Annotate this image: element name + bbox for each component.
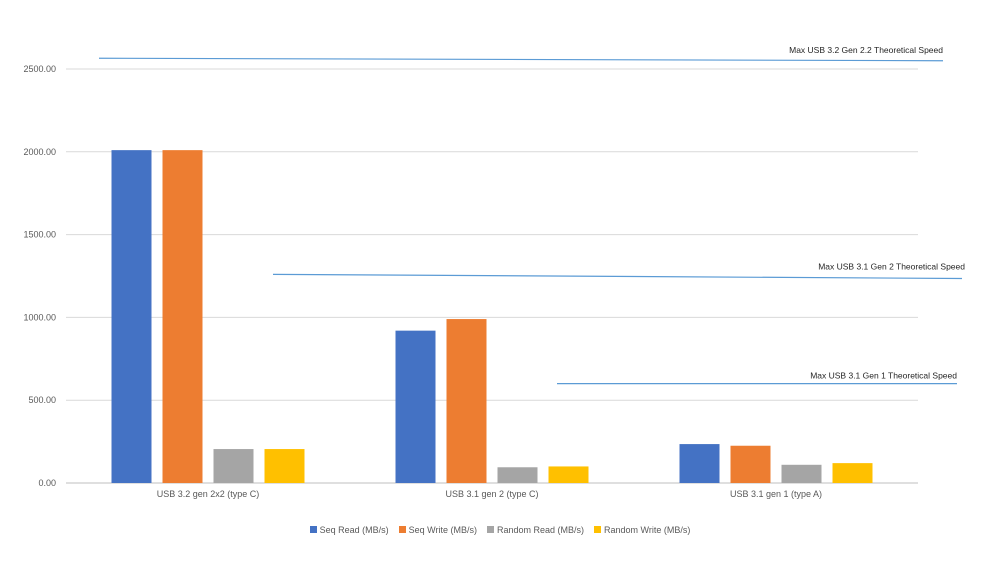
bar: [264, 449, 305, 483]
legend-swatch: [486, 525, 494, 533]
legend-label: Seq Read (MB/s): [319, 524, 389, 535]
bar: [730, 445, 771, 483]
reference-line: [272, 273, 963, 280]
legend-item: Seq Read (MB/s): [309, 524, 389, 535]
y-axis-ticks: 0.00 500.00 1000.00 1500.00 2000.00 2500.00: [23, 64, 56, 488]
bar: [497, 467, 538, 483]
legend-label: Seq Write (MB/s): [408, 524, 477, 535]
x-category-label: USB 3.1 gen 1 (type A): [730, 489, 822, 499]
x-category-label: USB 3.2 gen 2x2 (type C): [157, 489, 260, 499]
y-tick-label: 1000.00: [23, 312, 56, 322]
reference-lines: Max USB 3.2 Gen 2.2 Theoretical Speed Max…: [98, 45, 965, 385]
reference-line-label: Max USB 3.1 Gen 2 Theoretical Speed: [818, 261, 965, 271]
legend-swatch: [594, 525, 602, 533]
y-tick-label: 0.00: [38, 478, 56, 488]
x-category-label: USB 3.1 gen 2 (type C): [445, 489, 538, 499]
chart-legend: Seq Read (MB/s) Seq Write (MB/s) Random Re…: [0, 524, 1000, 535]
gridlines: [66, 68, 918, 484]
bars: [111, 150, 873, 484]
legend-label: Random Write (MB/s): [604, 524, 691, 535]
y-tick-label: 1500.00: [23, 230, 56, 240]
y-tick-label: 2500.00: [23, 64, 56, 74]
bar: [213, 449, 254, 483]
legend-item: Random Write (MB/s): [594, 525, 690, 535]
y-tick-label: 2000.00: [23, 147, 56, 157]
y-tick-label: 500.00: [28, 395, 56, 405]
bar: [781, 464, 822, 483]
x-axis-categories: USB 3.2 gen 2x2 (type C) USB 3.1 gen 2 (t…: [157, 489, 822, 499]
reference-line-label: Max USB 3.1 Gen 1 Theoretical Speed: [810, 371, 957, 381]
bar: [395, 330, 436, 483]
legend-swatch: [309, 525, 317, 533]
legend-swatch: [398, 525, 406, 533]
reference-line-label: Max USB 3.2 Gen 2.2 Theoretical Speed: [789, 45, 943, 55]
reference-line: [98, 57, 944, 62]
legend-item: Random Read (MB/s): [486, 524, 585, 535]
bar: [548, 466, 589, 483]
bar: [446, 319, 487, 483]
bar: [162, 150, 203, 484]
legend-label: Random Read (MB/s): [496, 524, 585, 535]
bar: [832, 463, 873, 483]
bar: [111, 150, 152, 484]
bar: [679, 444, 720, 483]
legend-item: Seq Write (MB/s): [398, 524, 477, 535]
